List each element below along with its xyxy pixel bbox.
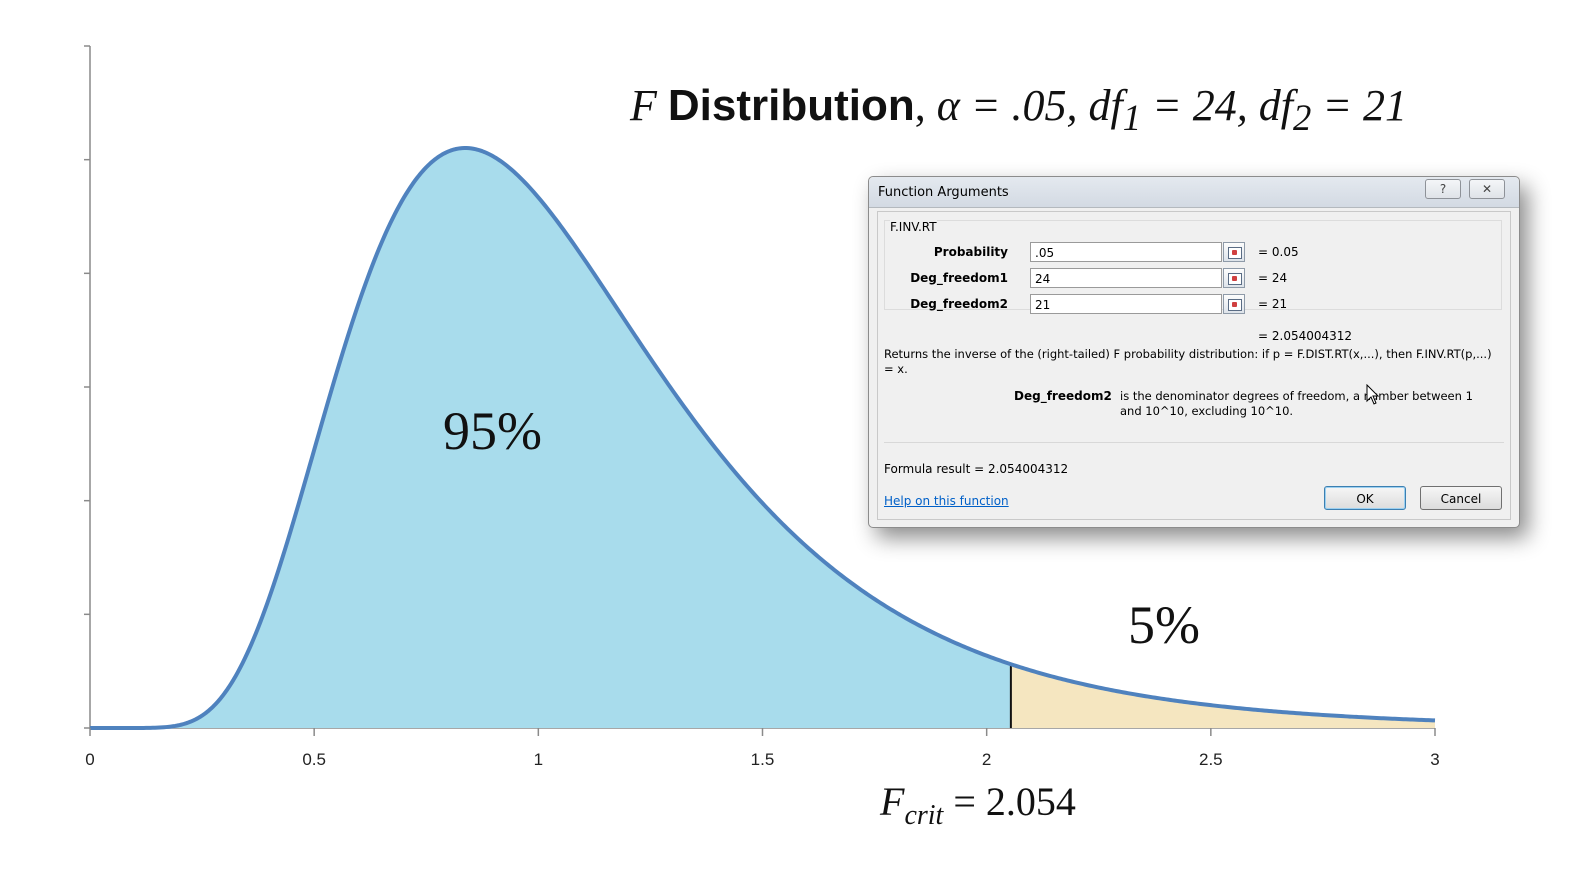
formula-result: Formula result = 2.054004312 bbox=[884, 462, 1069, 476]
chart-title: F Distribution, α = .05, df1 = 24, df2 =… bbox=[630, 81, 1408, 138]
x-tick-label: 0.5 bbox=[302, 750, 326, 769]
fcrit-label: Fcrit = 2.054 bbox=[880, 779, 1076, 831]
region-area-0 bbox=[90, 148, 1011, 728]
arg-label: Deg_freedom2 bbox=[910, 297, 1008, 311]
region-area-1 bbox=[1010, 664, 1435, 728]
region-label-95: 95% bbox=[443, 401, 542, 461]
arg-result: = 0.05 bbox=[1258, 245, 1299, 259]
range-select-icon[interactable] bbox=[1223, 242, 1245, 262]
dialog-title: Function Arguments bbox=[878, 185, 1009, 200]
x-tick-label: 2 bbox=[982, 750, 991, 769]
function-name: F.INV.RT bbox=[890, 220, 937, 234]
ok-button[interactable]: OK bbox=[1324, 486, 1406, 510]
param-name: Deg_freedom2 bbox=[1014, 389, 1112, 403]
arg-label: Probability bbox=[933, 245, 1008, 259]
cancel-button[interactable]: Cancel bbox=[1420, 486, 1502, 510]
arg-result: = 21 bbox=[1258, 297, 1288, 311]
arg-row-probability: Probability .05 = 0.05 bbox=[878, 242, 1518, 264]
range-select-icon[interactable] bbox=[1223, 268, 1245, 288]
arg-result: = 24 bbox=[1258, 271, 1288, 285]
x-tick-label: 1 bbox=[534, 750, 543, 769]
deg-freedom1-input[interactable]: 24 bbox=[1030, 268, 1222, 288]
help-link[interactable]: Help on this function bbox=[884, 494, 1009, 508]
range-select-icon[interactable] bbox=[1223, 294, 1245, 314]
arg-label: Deg_freedom1 bbox=[910, 271, 1008, 285]
help-icon[interactable]: ? bbox=[1425, 179, 1461, 199]
x-tick-label: 0 bbox=[85, 750, 94, 769]
density-curve bbox=[90, 146, 1436, 730]
x-tick-label: 1.5 bbox=[751, 750, 775, 769]
close-icon[interactable]: ✕ bbox=[1469, 179, 1505, 199]
deg-freedom2-input[interactable]: 21 bbox=[1030, 294, 1222, 314]
function-result: = 2.054004312 bbox=[1258, 329, 1353, 343]
arg-row-deg-freedom1: Deg_freedom1 24 = 24 bbox=[878, 268, 1518, 290]
region-label-5: 5% bbox=[1128, 595, 1200, 655]
function-description: Returns the inverse of the (right-tailed… bbox=[884, 347, 1492, 376]
param-description: is the denominator degrees of freedom, a… bbox=[1120, 389, 1473, 418]
dialog-body: F.INV.RT Probability .05 = 0.05 Deg_free… bbox=[877, 211, 1511, 520]
probability-input[interactable]: .05 bbox=[1030, 242, 1222, 262]
x-tick-label: 3 bbox=[1430, 750, 1439, 769]
mouse-cursor-icon bbox=[1366, 384, 1380, 405]
arg-row-deg-freedom2: Deg_freedom2 21 = 21 bbox=[878, 294, 1518, 316]
function-arguments-dialog: Function Arguments ? ✕ F.INV.RT Probabil… bbox=[868, 176, 1520, 528]
dialog-titlebar: Function Arguments ? ✕ bbox=[869, 177, 1519, 208]
divider bbox=[884, 442, 1504, 443]
x-tick-label: 2.5 bbox=[1199, 750, 1223, 769]
